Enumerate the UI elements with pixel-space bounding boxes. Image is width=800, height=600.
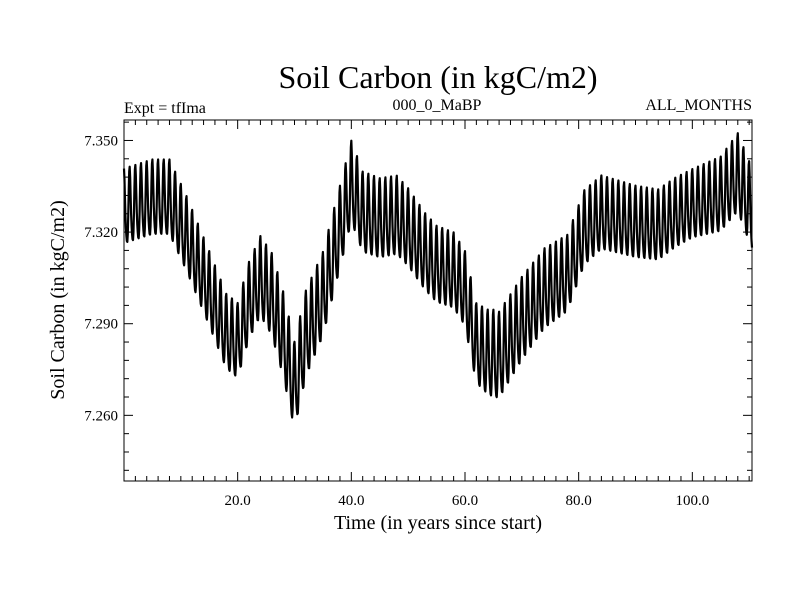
x-tick-label: 80.0 [566, 493, 592, 509]
y-tick-label: 7.290 [84, 317, 118, 333]
series-layer [122, 132, 754, 419]
chart-title: Soil Carbon (in kgC/m2) [278, 59, 597, 95]
x-tick-label: 100.0 [675, 493, 709, 509]
y-tick-label: 7.350 [84, 133, 118, 149]
x-axis: 20.0 40.0 60.0 80.0 100.0 [134, 120, 750, 509]
x-tick-label: 40.0 [338, 493, 364, 509]
y-axis: 7.260 7.290 7.320 7.350 [84, 121, 752, 471]
x-tick-label: 60.0 [452, 493, 478, 509]
x-tick-label: 20.0 [225, 493, 251, 509]
y-axis-label: Soil Carbon (in kgC/m2) [47, 200, 69, 399]
y-tick-label: 7.320 [84, 225, 118, 241]
series-line-1 [122, 132, 754, 419]
x-axis-label: Time (in years since start) [334, 512, 542, 534]
experiment-label: Expt = tfIma [124, 100, 206, 117]
period-label: 000_0_MaBP [393, 97, 482, 114]
months-label: ALL_MONTHS [645, 97, 752, 114]
y-tick-label: 7.260 [84, 408, 118, 424]
plot-frame [123, 119, 753, 482]
